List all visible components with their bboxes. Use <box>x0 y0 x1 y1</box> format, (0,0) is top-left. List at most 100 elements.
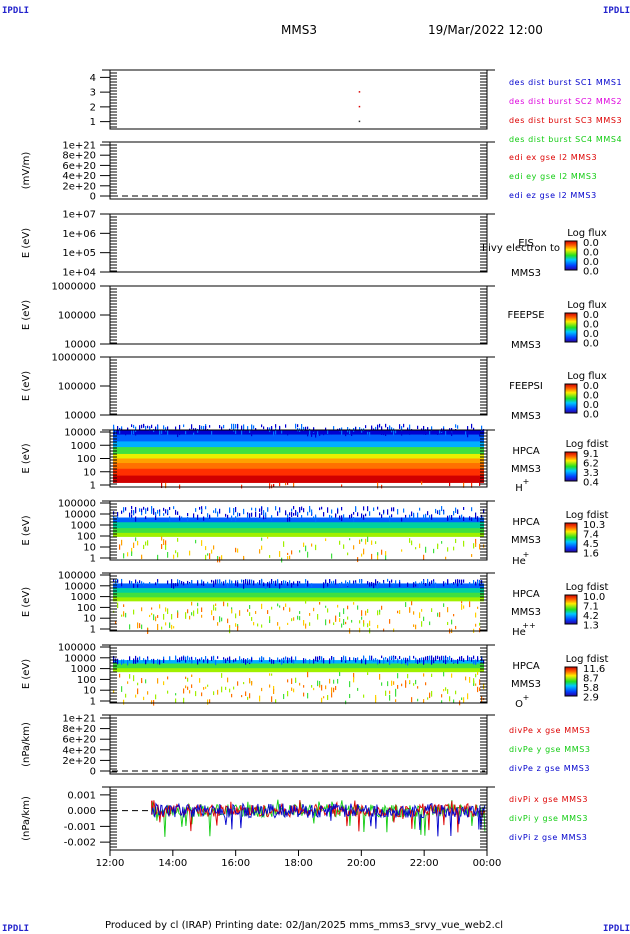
spectrogram-speckle <box>287 657 289 664</box>
spectrogram-speckle <box>473 655 475 659</box>
colorbar-tick-label: 3.3 <box>583 468 599 479</box>
spectrogram-speckle <box>407 660 409 666</box>
spectrogram-speckle <box>169 622 171 628</box>
spectrogram-speckle <box>425 513 427 519</box>
spectrogram-speckle <box>211 431 213 435</box>
spectrogram-speckle <box>189 550 191 556</box>
panel-frame <box>109 644 488 704</box>
spectrogram-speckle <box>219 508 221 514</box>
spectrogram-speckle <box>181 516 183 520</box>
spectrogram-speckle <box>125 430 127 436</box>
spectrogram-speckle <box>117 658 119 665</box>
spectrogram-speckle <box>391 579 393 583</box>
spectrogram-speckle <box>237 582 239 587</box>
spectrogram-speckle <box>401 426 403 432</box>
spectrogram-speckle <box>293 688 295 693</box>
spectrogram-speckle <box>317 614 319 620</box>
spectrogram-band <box>113 588 484 594</box>
y-tick-label: 0 <box>90 767 96 778</box>
colorbar <box>564 451 578 482</box>
spectrogram-speckle <box>165 509 167 514</box>
spectrogram-speckle <box>379 611 381 615</box>
spectrogram-speckle <box>229 507 231 513</box>
spectrogram-speckle <box>171 613 173 620</box>
spectrogram-speckle <box>123 604 125 607</box>
colorbar-title: Log flux <box>567 371 607 382</box>
spectrogram-speckle <box>169 656 171 661</box>
spectrogram-speckle <box>313 658 315 664</box>
spectrogram-speckle <box>463 516 465 521</box>
spectrogram-speckle <box>169 516 171 522</box>
spectrogram-speckle <box>135 426 137 432</box>
spectrogram-speckle <box>145 679 147 684</box>
instrument-label: EIS <box>518 238 534 249</box>
spectrogram-speckle <box>167 608 169 614</box>
spectrogram-speckle <box>283 693 285 700</box>
spectrogram-speckle <box>389 659 391 665</box>
spectrogram-speckle <box>235 623 237 627</box>
spectrogram-speckle <box>367 623 369 628</box>
spectrogram-speckle <box>225 430 227 434</box>
spectrogram-speckle <box>197 608 199 614</box>
spectrogram-speckle <box>433 657 435 663</box>
spectrogram-speckle <box>235 613 237 619</box>
y-tick-label: 1000 <box>71 664 96 675</box>
spectrogram-speckle <box>145 426 147 430</box>
spectrogram-speckle <box>419 543 421 549</box>
spectrogram-speckle <box>333 426 335 430</box>
y-tick-label: 2e+20 <box>62 756 96 767</box>
spectrogram-speckle <box>461 604 463 610</box>
spectrogram-speckle <box>161 544 163 550</box>
spectrogram-speckle <box>239 610 241 616</box>
spectrogram-speckle <box>261 424 263 428</box>
spectrogram-speckle <box>421 608 423 612</box>
spectrogram-speckle <box>349 693 351 699</box>
spectrogram-speckle <box>269 616 271 621</box>
spectrogram-speckle <box>317 656 319 662</box>
spectrogram-speckle <box>423 657 425 663</box>
spectrogram-speckle <box>119 428 121 434</box>
spectrogram-speckle <box>287 690 289 697</box>
spectrogram-speckle <box>353 511 355 515</box>
spectrogram-speckle <box>481 425 483 431</box>
spectrogram-speckle <box>379 659 381 664</box>
spectrogram-speckle <box>309 505 311 510</box>
spectrogram-speckle <box>421 481 423 485</box>
spectrogram-speckle <box>423 425 425 430</box>
spectrogram-speckle <box>283 541 285 547</box>
spectrogram-speckle <box>187 677 189 682</box>
spectrogram-speckle <box>165 622 167 626</box>
spectrogram-speckle <box>251 432 253 437</box>
spectrogram-speckle <box>297 615 299 620</box>
y-tick-label: 1000 <box>71 521 96 532</box>
spectrogram-speckle <box>291 659 293 663</box>
x-tick-label: 18:00 <box>284 858 313 869</box>
spectrogram-speckle <box>419 658 421 663</box>
spectrogram-speckle <box>307 580 309 584</box>
spectrogram-speckle <box>303 658 305 664</box>
spectrogram-speckle <box>157 554 159 560</box>
spectrogram-speckle <box>159 604 161 609</box>
spectrogram-speckle <box>329 514 331 519</box>
spectrogram-speckle <box>173 506 175 510</box>
spectrogram-speckle <box>367 608 369 613</box>
spectrogram-speckle <box>123 553 125 559</box>
spectrogram-speckle <box>273 688 275 695</box>
colorbar-tick-label: 0.0 <box>583 329 599 340</box>
spectrogram-speckle <box>163 613 165 620</box>
spectrogram-speckle <box>251 617 253 621</box>
y-tick-label: 10000 <box>64 653 96 664</box>
spectrogram-speckle <box>475 538 477 545</box>
spectrogram-speckle <box>147 691 149 695</box>
spectrogram-speckle <box>147 540 149 546</box>
spectrogram-speckle <box>253 580 255 586</box>
spectrogram-speckle <box>301 428 303 434</box>
spectrogram-speckle <box>303 508 305 513</box>
spectrogram-speckle <box>215 603 217 606</box>
spectrogram-speckle <box>169 507 171 510</box>
spectrogram-speckle <box>201 579 203 584</box>
spectrogram-speckle <box>137 657 139 663</box>
spectrogram-speckle <box>381 514 383 519</box>
spectrogram-speckle <box>133 429 135 435</box>
spectrogram-speckle <box>207 659 209 664</box>
